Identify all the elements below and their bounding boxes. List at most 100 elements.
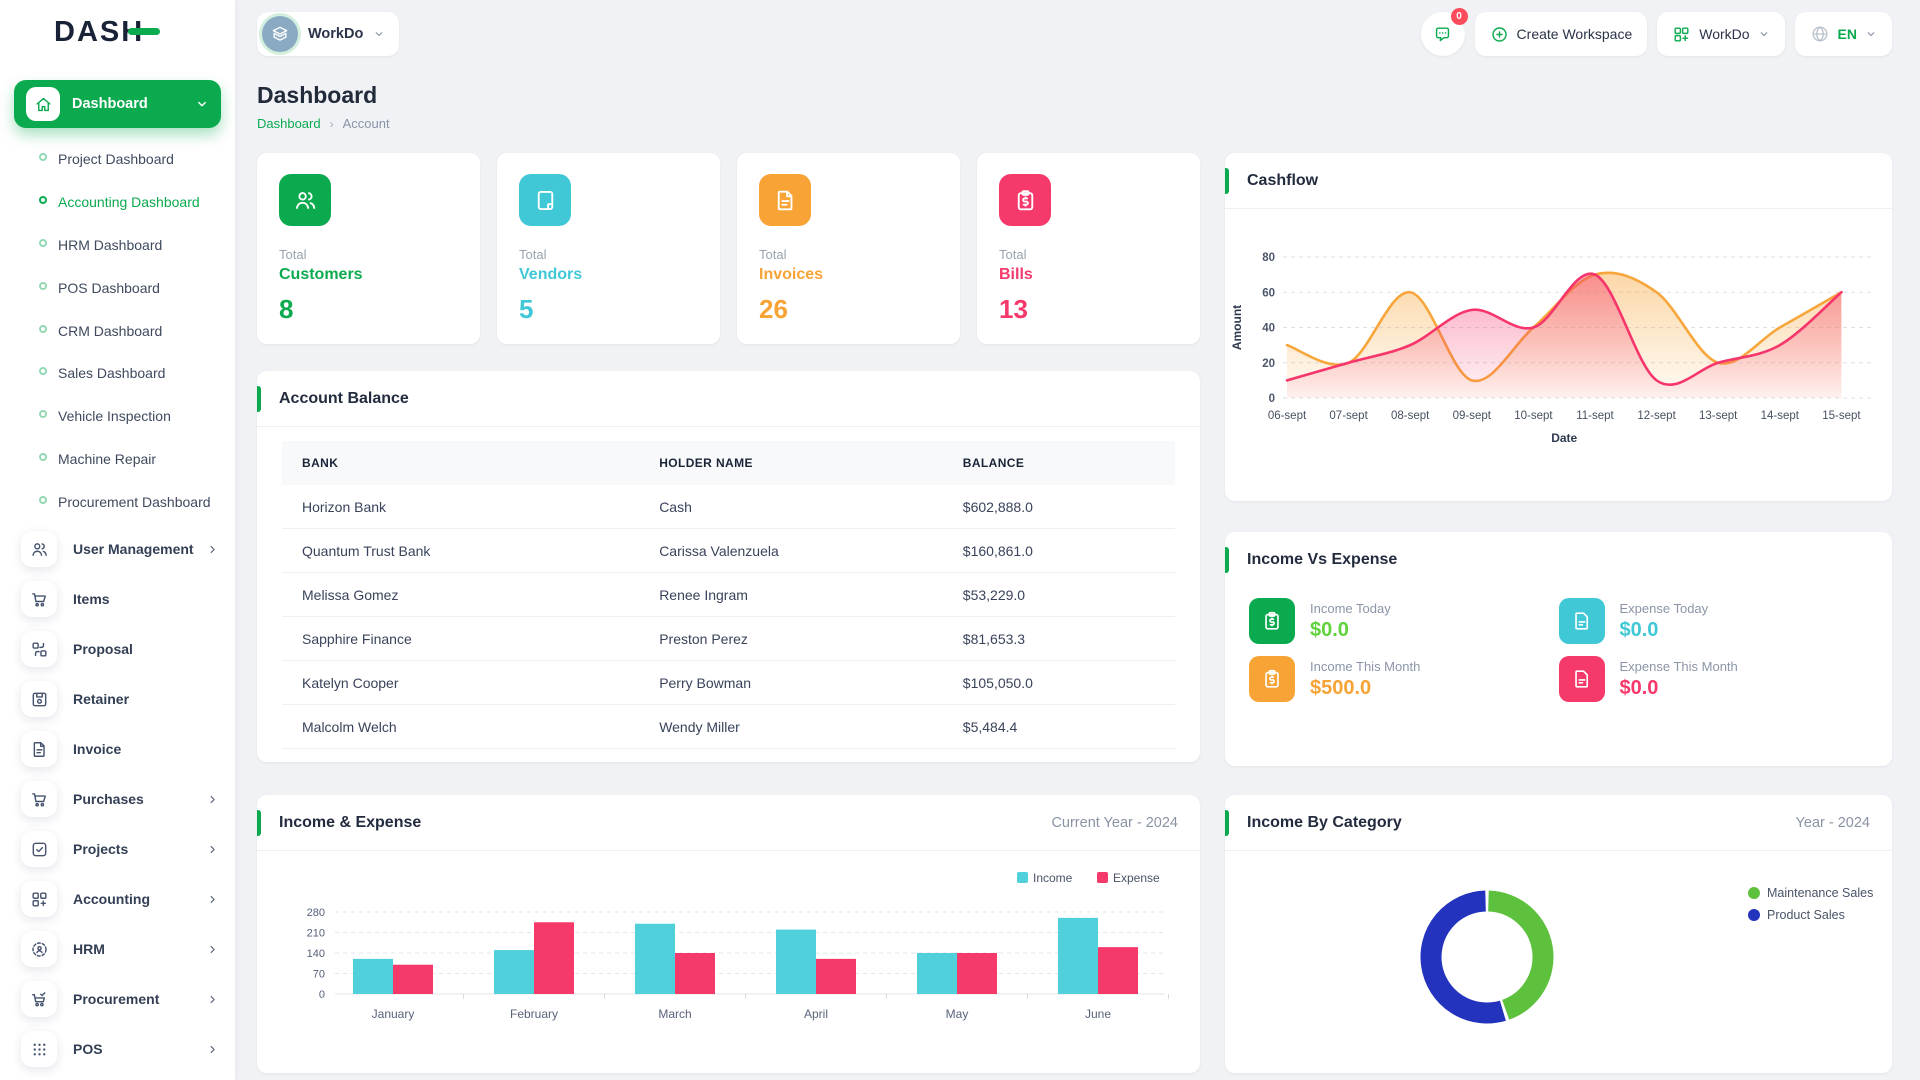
svg-text:Amount: Amount xyxy=(1230,305,1244,350)
bullet-icon xyxy=(39,153,47,161)
sidebar-item-label: Retainer xyxy=(73,691,130,708)
sidebar-item-label: Dashboard xyxy=(72,96,148,112)
workspace-menu-label: WorkDo xyxy=(1699,26,1750,42)
cell-bank: Quantum Trust Bank xyxy=(282,528,640,573)
sidebar-item-dashboard[interactable]: Dashboard xyxy=(14,80,221,128)
cashflow-area-chart[interactable]: 0 20 40 60 80 06-sept 07-sept 08-sept 09-sept 10-… xyxy=(1225,209,1892,485)
topbar: WorkDo 0 Create Workspace WorkDo EN xyxy=(257,8,1892,56)
table-row: Malcolm Welch Wendy Miller $5,484.4 xyxy=(282,704,1175,749)
sidebar-item-project-dashboard[interactable]: Project Dashboard xyxy=(0,138,235,181)
sidebar-item-user-management[interactable]: User Management xyxy=(0,524,235,574)
stat-card-invoices: Total Invoices 26 xyxy=(737,153,960,344)
bill-icon xyxy=(1249,656,1295,702)
procurement-icon xyxy=(21,981,57,1018)
chat-icon xyxy=(1433,25,1452,44)
svg-text:13-sept: 13-sept xyxy=(1699,410,1738,422)
pos-icon xyxy=(21,1031,57,1068)
breadcrumb-dashboard[interactable]: Dashboard xyxy=(257,116,321,131)
breadcrumb: Dashboard › Account xyxy=(257,116,1892,131)
income-expense-bar-chart[interactable]: 0 70 140 210 280 January February March April May… xyxy=(257,851,1200,1073)
cell-bank: Horizon Bank xyxy=(282,485,640,529)
sidebar-item-label: Vehicle Inspection xyxy=(58,408,171,425)
bullet-icon xyxy=(39,410,47,419)
svg-text:20: 20 xyxy=(1262,358,1275,370)
sidebar-item-label: Project Dashboard xyxy=(58,151,174,167)
app-logo[interactable]: DASH xyxy=(0,0,235,64)
sidebar-item-sales-dashboard[interactable]: Sales Dashboard xyxy=(0,352,235,395)
column-bank: BANK xyxy=(302,456,339,470)
svg-text:March: March xyxy=(658,1007,691,1021)
cell-holder: Preston Perez xyxy=(639,616,943,661)
sidebar-item-label: Items xyxy=(73,591,110,608)
messages-button[interactable]: 0 xyxy=(1420,8,1468,56)
svg-text:February: February xyxy=(510,1007,558,1021)
sidebar-item-hrm-dashboard[interactable]: HRM Dashboard xyxy=(0,224,235,267)
sidebar-item-accounting-dashboard[interactable]: Accounting Dashboard xyxy=(0,181,235,224)
sidebar-item-crm-dashboard[interactable]: CRM Dashboard xyxy=(0,310,235,353)
sidebar-item-vehicle-inspection[interactable]: Vehicle Inspection xyxy=(0,395,235,438)
plus-circle-icon xyxy=(1490,25,1509,44)
income-expense-title: Income & Expense xyxy=(279,813,422,831)
table-row: Horizon Bank Cash $602,888.0 xyxy=(282,485,1175,529)
chevron-right-icon xyxy=(206,993,219,1006)
stat-card-customers: Total Customers 8 xyxy=(257,153,480,344)
language-button[interactable]: EN xyxy=(1794,12,1892,56)
sidebar-item-pos-dashboard[interactable]: POS Dashboard xyxy=(0,267,235,310)
workspace-menu-button[interactable]: WorkDo xyxy=(1657,12,1785,56)
chevron-right-icon xyxy=(206,793,219,806)
proposal-icon xyxy=(21,631,57,668)
sidebar-item-proposal[interactable]: Proposal xyxy=(0,624,235,674)
stat-card-bills: Total Bills 13 xyxy=(977,153,1200,344)
ive-item-income-today: Income Today $0.0 xyxy=(1249,598,1559,644)
income-vs-expense-card: Income Vs Expense Income Today $0.0 Expe… xyxy=(1225,532,1892,766)
sidebar-item-items[interactable]: Items xyxy=(0,574,235,624)
svg-text:08-sept: 08-sept xyxy=(1391,410,1430,422)
income-by-category-donut-chart[interactable]: Maintenance Sales Product Sales xyxy=(1225,851,1892,1073)
create-workspace-button[interactable]: Create Workspace xyxy=(1474,12,1648,56)
sidebar-item-label: Projects xyxy=(73,841,129,858)
sidebar-item-retainer[interactable]: Retainer xyxy=(0,674,235,724)
sidebar-item-machine-repair[interactable]: Machine Repair xyxy=(0,438,235,481)
svg-text:14-sept: 14-sept xyxy=(1761,410,1800,422)
svg-text:0: 0 xyxy=(319,989,325,1001)
bullet-icon xyxy=(39,195,47,204)
chevron-right-icon xyxy=(206,843,219,856)
workspace-chip[interactable]: WorkDo xyxy=(257,12,400,56)
chevron-right-icon xyxy=(206,943,219,956)
sidebar-item-pos[interactable]: POS xyxy=(0,1024,235,1074)
cell-holder: Carissa Valenzuela xyxy=(639,528,943,573)
breadcrumb-current: Account xyxy=(342,116,390,131)
file-icon xyxy=(1558,598,1605,644)
notification-badge: 0 xyxy=(1450,8,1468,25)
stat-value: 5 xyxy=(519,294,534,324)
stat-label: Bills xyxy=(999,266,1033,283)
apps-icon xyxy=(1672,25,1691,44)
accounting-icon xyxy=(21,881,57,918)
sidebar-item-projects[interactable]: Projects xyxy=(0,824,235,874)
cell-balance: $81,653.3 xyxy=(942,616,1175,661)
sidebar-item-procurement[interactable]: Procurement xyxy=(0,974,235,1024)
sidebar-item-purchases[interactable]: Purchases xyxy=(0,774,235,824)
ive-label: Income Today xyxy=(1310,600,1391,616)
chevron-down-icon xyxy=(373,28,385,40)
sidebar-item-label: Accounting Dashboard xyxy=(58,193,200,210)
stat-caption: Total xyxy=(759,247,787,262)
svg-text:0: 0 xyxy=(1269,393,1275,405)
income-vs-expense-title: Income Vs Expense xyxy=(1247,551,1398,568)
chevron-right-icon xyxy=(206,893,219,906)
sidebar-item-accounting[interactable]: Accounting xyxy=(0,874,235,924)
sidebar: DASH Dashboard Project Dashboard Account… xyxy=(0,0,235,1080)
stat-value: 8 xyxy=(279,294,294,324)
sidebar-item-label: Accounting xyxy=(73,891,150,908)
table-row: Melissa Gomez Renee Ingram $53,229.0 xyxy=(282,572,1175,617)
svg-text:210: 210 xyxy=(307,928,325,940)
cell-balance: $5,484.4 xyxy=(942,704,1175,749)
invoice-icon xyxy=(759,174,811,226)
sidebar-item-invoice[interactable]: Invoice xyxy=(0,724,235,774)
sidebar-item-procurement-dashboard[interactable]: Procurement Dashboard xyxy=(0,481,235,524)
sidebar-item-hrm[interactable]: HRM xyxy=(0,924,235,974)
projects-icon xyxy=(21,831,57,868)
svg-text:Date: Date xyxy=(1551,431,1577,445)
users-icon xyxy=(21,531,57,568)
workspace-chip-label: WorkDo xyxy=(308,26,364,42)
